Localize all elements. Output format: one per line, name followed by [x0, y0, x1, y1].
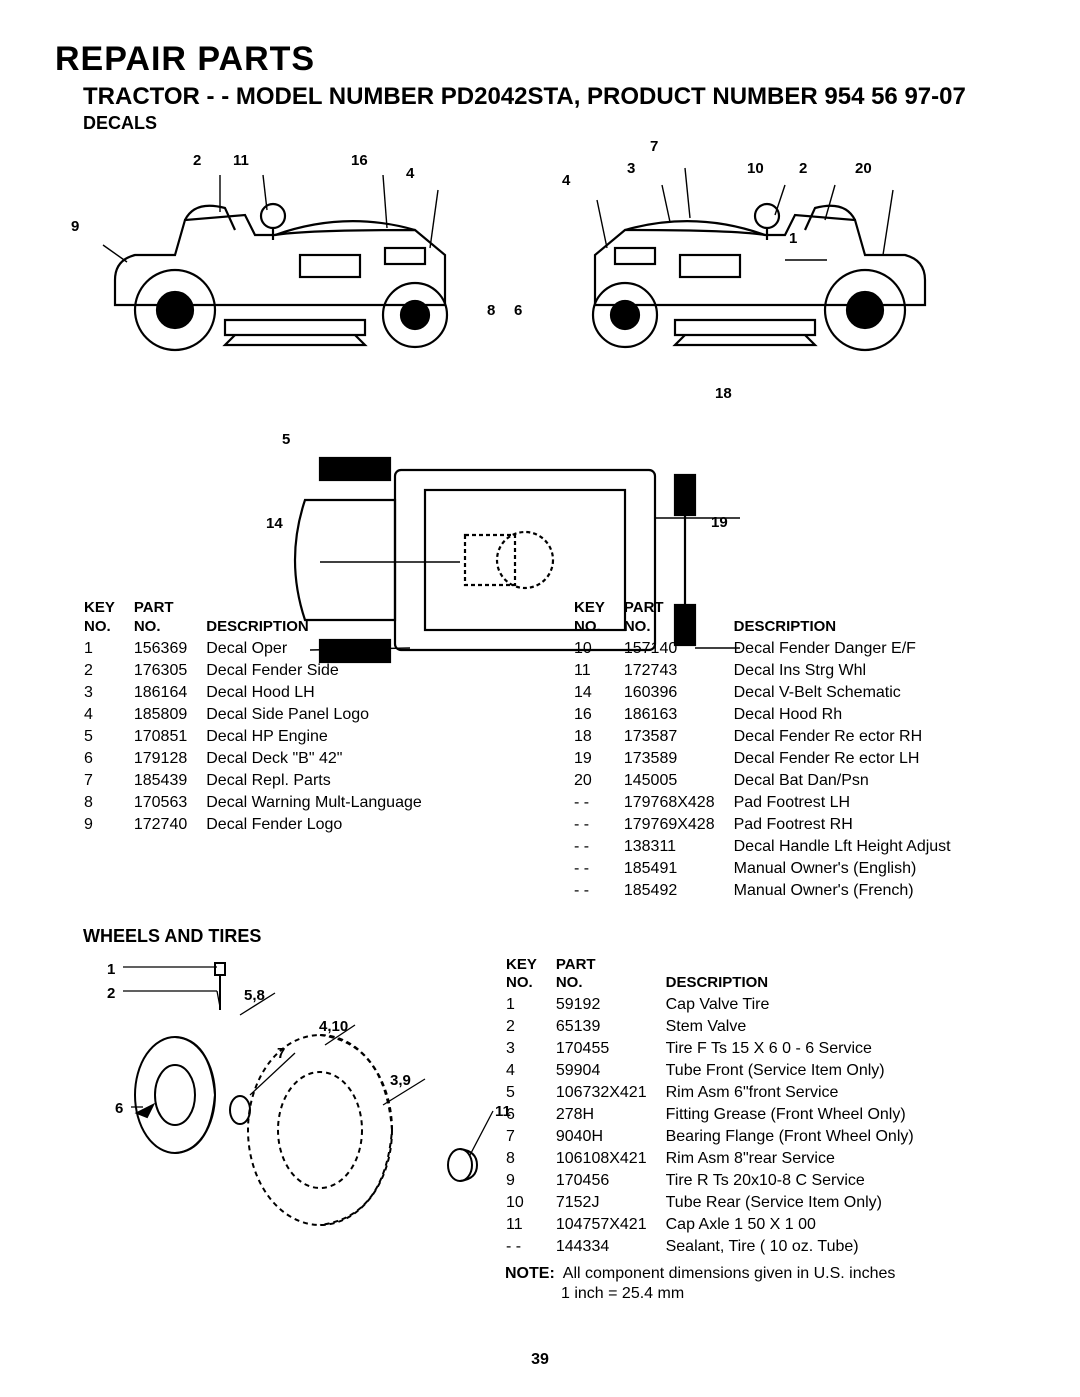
diagram-callout: 20 [855, 160, 872, 177]
dimensions-note: NOTE: All component dimensions given in … [505, 1264, 1025, 1304]
table-row: 20145005Decal Bat Dan/Psn [573, 770, 969, 792]
table-row: - -185492Manual Owner's (French) [573, 880, 969, 902]
diagram-callout: 3,9 [390, 1072, 411, 1089]
section-heading: DECALS [83, 113, 1025, 134]
table-row: 6278HFitting Grease (Front Wheel Only) [505, 1104, 932, 1126]
table-row: - -185491Manual Owner's (English) [573, 858, 969, 880]
diagram-callout: 4,10 [319, 1018, 348, 1035]
diagram-callout: 3 [627, 160, 635, 177]
page-number: 39 [0, 1351, 1080, 1369]
table-row: 3186164Decal Hood LH [83, 682, 440, 704]
table-row: 265139Stem Valve [505, 1016, 932, 1038]
model-subtitle: TRACTOR - - MODEL NUMBER PD2042STA, PROD… [83, 83, 1025, 111]
wheels-table: KEYNO. PARTNO. DESCRIPTION 159192Cap Val… [505, 955, 1025, 1259]
table-row: 11104757X421Cap Axle 1 50 X 1 00 [505, 1214, 932, 1236]
diagram-callout: 7 [650, 138, 658, 155]
table-row: 9170456Tire R Ts 20x10-8 C Service [505, 1170, 932, 1192]
page-title: REPAIR PARTS [55, 40, 1025, 79]
diagram-callout: 11 [495, 1103, 511, 1120]
table-row: 19173589Decal Fender Re ector LH [573, 748, 969, 770]
diagram-callout: 4 [562, 172, 570, 189]
table-row: 107152JTube Rear (Service Item Only) [505, 1192, 932, 1214]
table-row: 18173587Decal Fender Re ector RH [573, 726, 969, 748]
table-row: 4185809Decal Side Panel Logo [83, 704, 440, 726]
diagram-callout: 16 [351, 152, 368, 169]
diagram-callout: 1 [107, 961, 115, 978]
table-row: - -179769X428Pad Footrest RH [573, 814, 969, 836]
table-row: 7185439Decal Repl. Parts [83, 770, 440, 792]
diagram-callout: 7 [277, 1045, 285, 1062]
table-row: 459904Tube Front (Service Item Only) [505, 1060, 932, 1082]
diagram-callout: 8 [487, 302, 495, 319]
diagram-callout: 1 [789, 230, 797, 247]
diagram-callout: 11 [233, 152, 249, 169]
table-row: 6179128Decal Deck "B" 42" [83, 748, 440, 770]
diagram-callout: 6 [115, 1100, 123, 1117]
diagram-callout: 14 [266, 515, 283, 532]
diagram-callout: 5,8 [244, 987, 265, 1004]
table-row: - -179768X428Pad Footrest LH [573, 792, 969, 814]
diagram-callout: 18 [715, 385, 732, 402]
diagram-callout: 2 [799, 160, 807, 177]
diagram-callout: 4 [406, 165, 414, 182]
wheels-diagram: 125,84,1073,9611 [65, 955, 505, 1235]
decals-diagram: 2111649437102201865141819 [55, 140, 1025, 590]
table-row: 5170851Decal HP Engine [83, 726, 440, 748]
diagram-callout: 9 [71, 218, 79, 235]
table-row: 159192Cap Valve Tire [505, 994, 932, 1016]
table-row: 79040HBearing Flange (Front Wheel Only) [505, 1126, 932, 1148]
diagram-callout: 2 [193, 152, 201, 169]
wheels-heading: WHEELS AND TIRES [83, 926, 1025, 947]
diagram-callout: 19 [711, 514, 728, 531]
diagram-callout: 6 [514, 302, 522, 319]
diagram-callout: 2 [107, 985, 115, 1002]
table-row: - -138311Decal Handle Lft Height Adjust [573, 836, 969, 858]
diagram-callout: 10 [747, 160, 764, 177]
table-row: 8170563Decal Warning Mult-Language [83, 792, 440, 814]
table-row: 14160396Decal V-Belt Schematic [573, 682, 969, 704]
table-row: 8106108X421Rim Asm 8"rear Service [505, 1148, 932, 1170]
table-row: 5106732X421Rim Asm 6"front Service [505, 1082, 932, 1104]
table-row: - -144334Sealant, Tire ( 10 oz. Tube) [505, 1236, 932, 1258]
table-row: 16186163Decal Hood Rh [573, 704, 969, 726]
diagram-callout: 5 [282, 431, 290, 448]
table-row: 9172740Decal Fender Logo [83, 814, 440, 836]
table-row: 3170455Tire F Ts 15 X 6 0 - 6 Service [505, 1038, 932, 1060]
